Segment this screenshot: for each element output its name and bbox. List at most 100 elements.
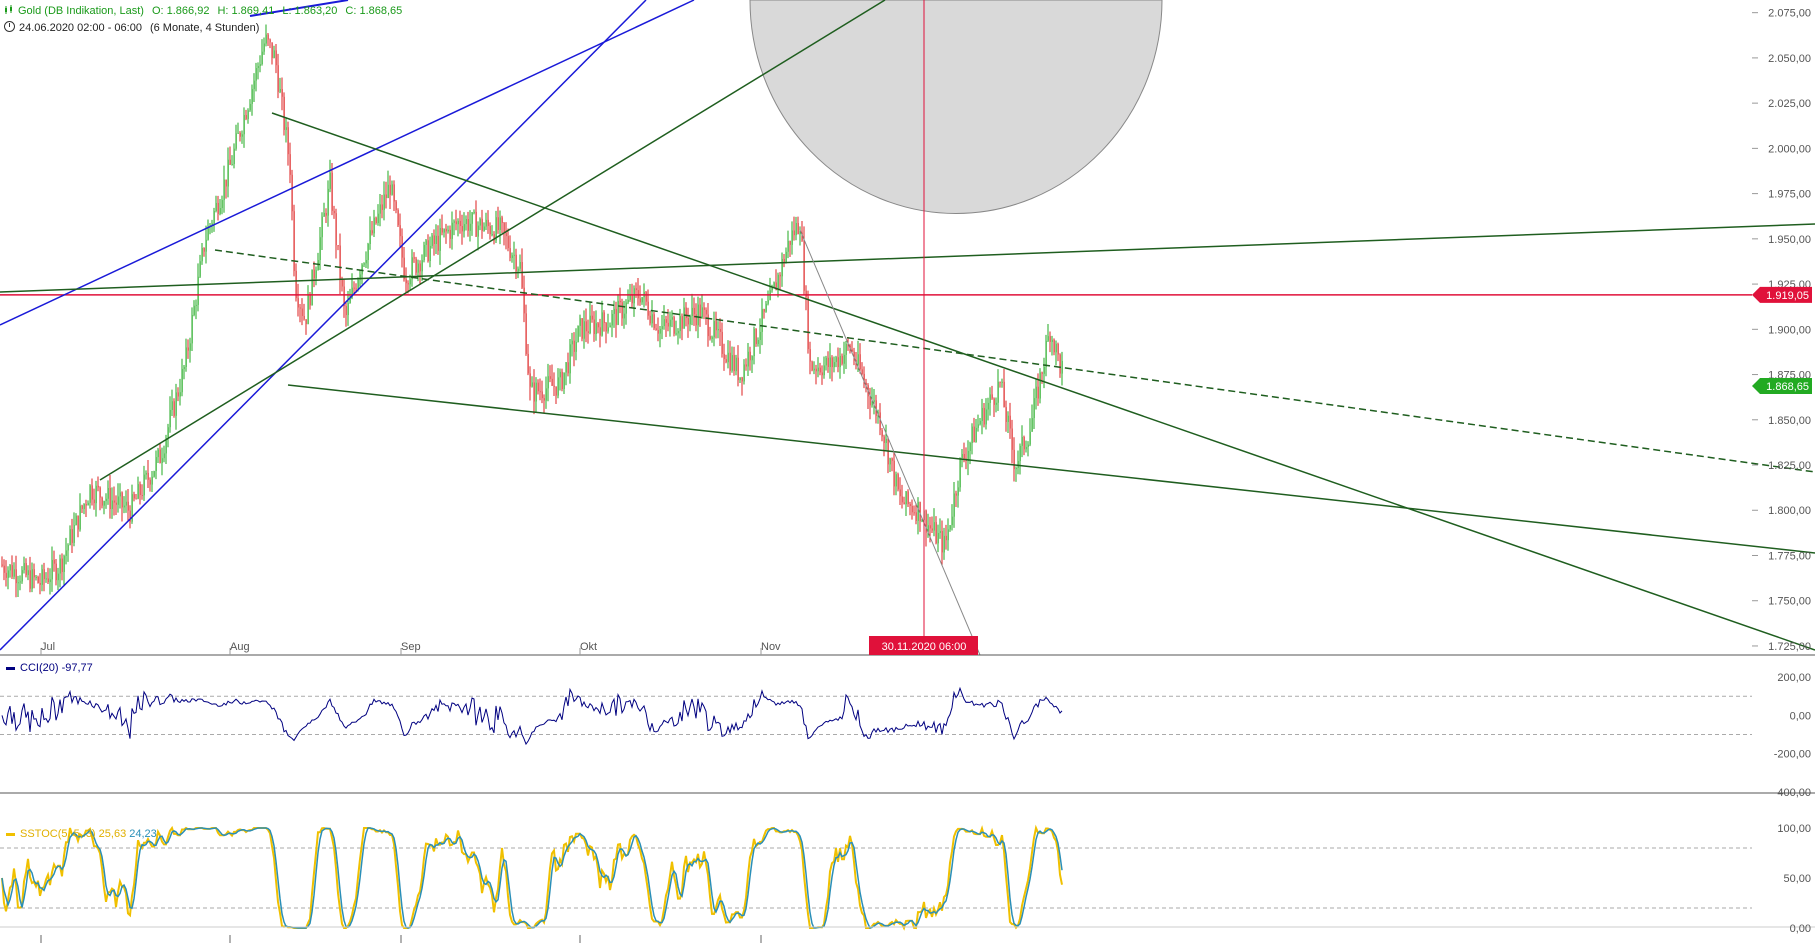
candle-body <box>89 485 91 503</box>
candle-body <box>501 217 503 223</box>
dome-shape <box>749 0 1163 214</box>
candle-body <box>973 426 975 442</box>
candle-body <box>859 354 861 370</box>
candle-body <box>571 340 573 345</box>
candle-body <box>503 222 505 233</box>
candle-body <box>971 426 973 443</box>
x-tick-label: Nov <box>761 641 781 653</box>
candle-body <box>905 491 907 505</box>
candle-body <box>205 239 207 252</box>
candle-body <box>53 559 55 564</box>
candle-body <box>957 487 959 496</box>
candle-body <box>951 516 953 526</box>
candle-body <box>425 240 427 245</box>
sstoc-legend[interactable]: SSTOC(5, 5, 3) 25,63 24,23 <box>6 828 157 840</box>
candle-body <box>691 307 693 317</box>
candle-body <box>1059 354 1061 374</box>
candle-body <box>689 316 691 325</box>
candle-body <box>997 381 999 403</box>
candle-body <box>619 300 621 303</box>
candle-body <box>833 362 835 368</box>
candle-body <box>37 576 39 583</box>
candle-body <box>369 230 371 245</box>
candle-body <box>549 376 551 379</box>
candle-body <box>665 319 667 323</box>
y-tick-label: 1.725,00 <box>1768 641 1811 653</box>
candle-body <box>1011 428 1013 450</box>
y-tick-label: 2.050,00 <box>1768 53 1811 65</box>
candle-body <box>193 305 195 316</box>
candle-body <box>629 295 631 300</box>
candle-body <box>999 381 1001 383</box>
candle-body <box>163 453 165 459</box>
candle-body <box>1021 437 1023 446</box>
y-tick-label: 2.025,00 <box>1768 98 1811 110</box>
candle-body <box>187 347 189 351</box>
candle-body <box>117 496 119 505</box>
candle-body <box>909 503 911 506</box>
candle-body <box>149 479 151 485</box>
period-header: 24.06.2020 02:00 - 06:00 (6 Monate, 4 Stu… <box>4 21 259 34</box>
candle-body <box>277 65 279 92</box>
close-value: C: 1.868,65 <box>345 5 403 17</box>
x-tick-label: Jul <box>41 641 55 653</box>
price-marker <box>1752 286 1812 303</box>
candle-body <box>975 427 977 442</box>
trendlines[interactable] <box>0 0 1815 656</box>
candle-body <box>23 563 25 571</box>
candle-body <box>731 355 733 371</box>
projection-ellipse <box>749 0 1163 214</box>
instrument-name[interactable]: Gold (DB Indikation, Last) <box>18 5 144 17</box>
cci-legend[interactable]: CCI(20) -97,77 <box>6 662 93 674</box>
y-tick-label: 1.950,00 <box>1768 234 1811 246</box>
candle-body <box>961 454 963 458</box>
candle-body <box>595 323 597 335</box>
candle-body <box>927 525 929 533</box>
candle-body <box>911 505 913 513</box>
sstoc-tick-label: 100,00 <box>1777 823 1811 835</box>
candle-body <box>483 226 485 232</box>
candle-body <box>493 234 495 241</box>
candle-body <box>415 258 417 273</box>
candle-body <box>13 569 15 577</box>
candle-body <box>747 351 749 367</box>
candle-body <box>561 371 563 390</box>
candle-body <box>987 402 989 410</box>
candle-body <box>593 319 595 335</box>
candle-body <box>943 535 945 553</box>
candle-body <box>309 294 311 306</box>
candle-body <box>791 230 793 245</box>
candle-body <box>153 471 155 477</box>
candle-body <box>621 302 623 319</box>
candle-body <box>225 179 227 187</box>
cci-value: -97,77 <box>61 662 93 674</box>
candle-body <box>941 531 943 553</box>
candle-body <box>929 525 931 529</box>
candle-body <box>1019 445 1021 462</box>
y-tick-label: 2.075,00 <box>1768 8 1811 20</box>
candle-body <box>625 302 627 314</box>
candle-body <box>279 89 281 92</box>
candle-body <box>613 308 615 314</box>
sstoc-k-value: 25,63 <box>98 828 127 840</box>
candle-body <box>27 570 29 576</box>
candle-body <box>357 279 359 290</box>
candle-body <box>1023 437 1025 450</box>
candle-body <box>85 504 87 506</box>
candle-body <box>161 458 163 463</box>
candle-body <box>203 248 205 252</box>
candle-body <box>377 213 379 223</box>
candle-body <box>363 263 365 265</box>
candle-body <box>931 528 933 531</box>
candle-body <box>189 343 191 351</box>
candle-body <box>839 355 841 368</box>
candle-body <box>567 362 569 374</box>
candle-body <box>601 312 603 336</box>
candle-body <box>317 260 319 271</box>
candle-body <box>967 450 969 462</box>
blue-trendline-upper <box>0 0 695 326</box>
candle-body <box>11 565 13 577</box>
candle-body <box>185 347 187 367</box>
candle-body <box>259 64 261 67</box>
